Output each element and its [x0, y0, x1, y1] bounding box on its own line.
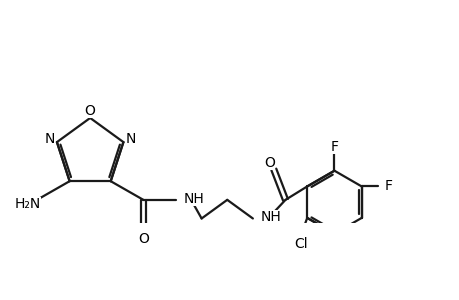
Text: F: F	[384, 179, 392, 194]
Text: H₂N: H₂N	[15, 197, 41, 212]
Text: NH: NH	[260, 210, 280, 224]
Text: F: F	[330, 140, 338, 154]
Text: N: N	[125, 132, 135, 146]
Text: Cl: Cl	[294, 236, 308, 250]
Text: N: N	[45, 132, 55, 146]
Text: O: O	[138, 232, 148, 247]
Text: O: O	[263, 156, 274, 170]
Text: O: O	[84, 104, 95, 118]
Text: NH: NH	[183, 192, 204, 206]
